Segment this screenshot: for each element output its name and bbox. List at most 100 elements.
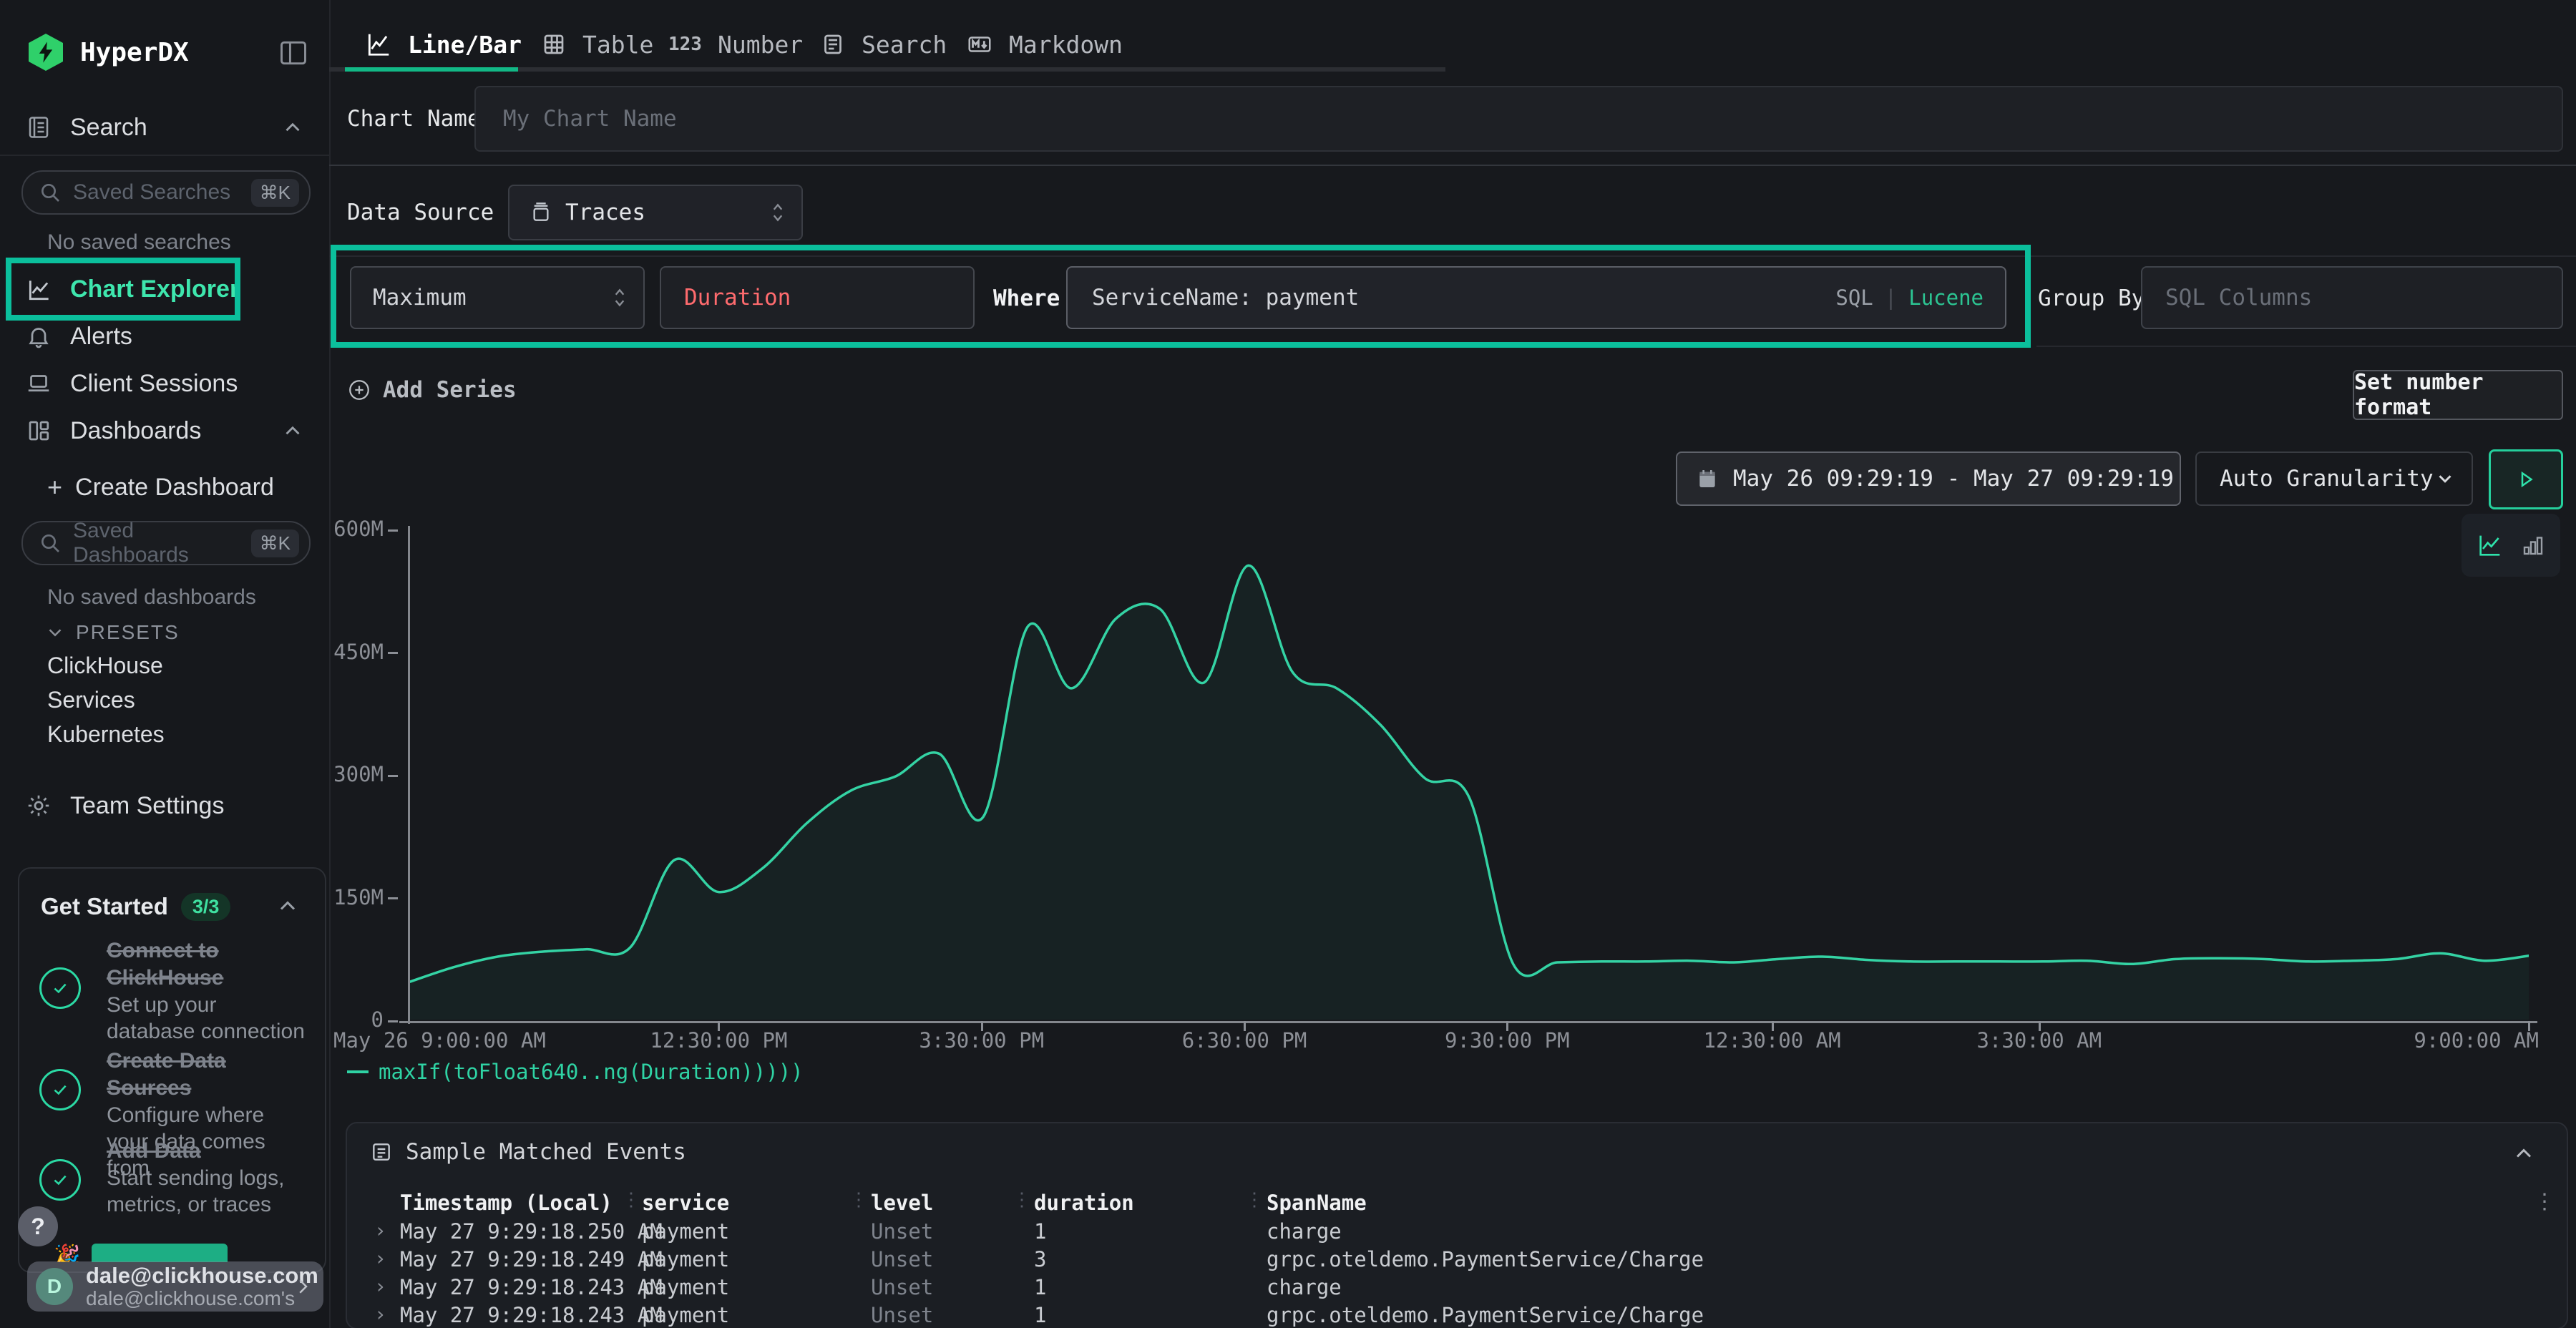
- where-input[interactable]: ServiceName: payment SQL | Lucene: [1066, 266, 2006, 329]
- column-header[interactable]: SpanName: [1267, 1191, 1367, 1215]
- sidebar-section-search[interactable]: Search: [0, 104, 329, 150]
- sidebar-item-team-settings[interactable]: Team Settings: [0, 783, 329, 829]
- column-separator[interactable]: ⋮: [849, 1189, 868, 1211]
- field-input[interactable]: Duration: [660, 266, 975, 329]
- chart-name-input[interactable]: My Chart Name: [474, 86, 2563, 152]
- sidebar-item-chart-explorer[interactable]: Chart Explorer: [0, 266, 329, 312]
- chevron-up-icon: [280, 419, 305, 443]
- sidebar-item-label: Search: [70, 113, 147, 141]
- column-header[interactable]: service: [642, 1191, 730, 1215]
- line-bar-tab-icon: [365, 31, 392, 58]
- tab-label: Markdown: [1009, 30, 1123, 59]
- cell-level: Unset: [871, 1275, 934, 1299]
- cell-service: payment: [642, 1219, 730, 1244]
- preset-clickhouse[interactable]: ClickHouse: [47, 653, 163, 678]
- x-tick-label: 3:30:00 AM: [1976, 1028, 2102, 1053]
- preset-services[interactable]: Services: [47, 687, 135, 713]
- get-started-header[interactable]: Get Started 3/3: [41, 889, 231, 924]
- chart-line-svg: [409, 564, 2529, 1020]
- plus-circle-icon: [347, 378, 371, 402]
- cell-spanname: charge: [1267, 1275, 1342, 1299]
- get-started-item-desc: Set up your database connection: [107, 993, 305, 1043]
- journal-icon: [26, 114, 52, 140]
- sidebar-collapse-button[interactable]: [278, 37, 309, 69]
- tab-label: Table: [582, 30, 654, 59]
- get-started-progress-badge: 3/3: [180, 892, 231, 921]
- aggregation-select[interactable]: Maximum: [350, 266, 645, 329]
- events-panel-header: Sample Matched Events: [370, 1139, 686, 1165]
- chevron-up-icon: [280, 115, 305, 140]
- kebab-menu-icon[interactable]: ⋮: [2534, 1189, 2555, 1214]
- sidebar-item-alerts[interactable]: Alerts: [0, 313, 329, 359]
- data-source-label: Data Source: [347, 200, 494, 225]
- user-menu[interactable]: D dale@clickhouse.com dale@clickhouse.co…: [27, 1261, 323, 1312]
- sql-mode-button[interactable]: SQL: [1835, 285, 1873, 310]
- tab-number[interactable]: 123 Number: [668, 26, 803, 63]
- events-panel-title: Sample Matched Events: [406, 1139, 686, 1165]
- cell-timestamp: May 27 9:29:18.249 AM: [400, 1247, 663, 1271]
- hidden-menu-item: 🎉: [54, 1244, 228, 1262]
- logo: HyperDX: [29, 30, 189, 74]
- create-dashboard-button[interactable]: + Create Dashboard: [0, 467, 329, 508]
- number-123-icon: 123: [668, 34, 702, 55]
- column-separator[interactable]: ⋮: [1013, 1189, 1031, 1211]
- column-separator[interactable]: ⋮: [622, 1189, 640, 1211]
- get-started-item[interactable]: Connect to ClickHouse Set up your databa…: [39, 937, 306, 1045]
- tab-markdown[interactable]: Markdown: [966, 26, 1123, 63]
- column-header[interactable]: duration: [1034, 1191, 1134, 1215]
- chevron-up-icon[interactable]: [275, 893, 301, 919]
- saved-dashboards-input[interactable]: Saved Dashboards ⌘K: [21, 519, 311, 567]
- add-series-button[interactable]: Add Series: [347, 374, 517, 406]
- check-circle-icon: [39, 1069, 81, 1110]
- get-started-item-title: Add Data: [107, 1139, 201, 1163]
- collapse-chevron-up-icon[interactable]: [2511, 1141, 2537, 1166]
- tab-table[interactable]: Table: [541, 26, 653, 63]
- table-tab-icon: [541, 31, 567, 57]
- cell-level: Unset: [871, 1303, 934, 1327]
- set-number-format-button[interactable]: Set number format: [2353, 370, 2563, 420]
- user-subtitle: dale@clickhouse.com's: [86, 1287, 296, 1309]
- column-header[interactable]: Timestamp (Local): [400, 1191, 613, 1215]
- run-query-button[interactable]: [2489, 449, 2563, 509]
- group-by-input[interactable]: SQL Columns: [2141, 266, 2563, 329]
- legend-swatch: [347, 1070, 369, 1073]
- tab-line-bar[interactable]: Line/Bar: [365, 26, 522, 63]
- preset-kubernetes[interactable]: Kubernetes: [47, 721, 165, 747]
- cell-service: payment: [642, 1275, 730, 1299]
- get-started-item[interactable]: Add Data Start sending logs, metrics, or…: [39, 1138, 311, 1218]
- chevron-down-icon: [44, 622, 66, 643]
- cell-service: payment: [642, 1303, 730, 1327]
- granularity-select[interactable]: Auto Granularity: [2195, 451, 2473, 506]
- bar-chart-toggle-icon[interactable]: [2520, 532, 2546, 558]
- sample-matched-events-panel: Sample Matched Events Timestamp (Local) …: [346, 1122, 2568, 1328]
- get-started-item-desc: Configure where your data comes from: [107, 1103, 265, 1180]
- hidden-menu-item-text-sliver: [92, 1244, 228, 1262]
- aggregation-value: Maximum: [373, 285, 467, 311]
- x-tick-mark: [1771, 1021, 1774, 1031]
- column-header[interactable]: level: [871, 1191, 934, 1215]
- legend-series-label: maxIf(toFloat640..ng(Duration))))): [379, 1060, 804, 1084]
- column-separator[interactable]: ⋮: [1245, 1189, 1264, 1211]
- laptop-icon: [26, 371, 52, 396]
- x-tick-mark: [1506, 1021, 1509, 1031]
- bell-icon: [26, 323, 52, 349]
- sidebar-item-dashboards[interactable]: Dashboards: [0, 408, 329, 454]
- lucene-mode-button[interactable]: Lucene: [1908, 285, 1984, 310]
- data-source-select[interactable]: Traces: [508, 185, 803, 240]
- sidebar: HyperDX Search Saved Searches ⌘K No save…: [0, 0, 331, 1328]
- presets-toggle[interactable]: PRESETS: [44, 617, 180, 648]
- cell-duration: 1: [1034, 1219, 1047, 1244]
- saved-searches-input[interactable]: Saved Searches ⌘K: [21, 170, 311, 215]
- cell-spanname: grpc.oteldemo.PaymentService/Charge: [1267, 1247, 1704, 1271]
- where-value: ServiceName: payment: [1092, 285, 1360, 311]
- get-started-item[interactable]: Create Data Sources Configure where your…: [39, 1048, 311, 1181]
- cell-spanname: grpc.oteldemo.PaymentService/Charge: [1267, 1303, 1704, 1327]
- mode-separator: |: [1884, 285, 1898, 310]
- help-button[interactable]: ?: [18, 1206, 58, 1246]
- sidebar-item-client-sessions[interactable]: Client Sessions: [0, 361, 329, 406]
- date-range-picker[interactable]: May 26 09:29:19 - May 27 09:29:19: [1676, 451, 2181, 506]
- tab-search[interactable]: Search: [820, 26, 947, 63]
- line-chart-toggle-icon[interactable]: [2476, 531, 2504, 560]
- timeseries-chart[interactable]: [409, 529, 2529, 1020]
